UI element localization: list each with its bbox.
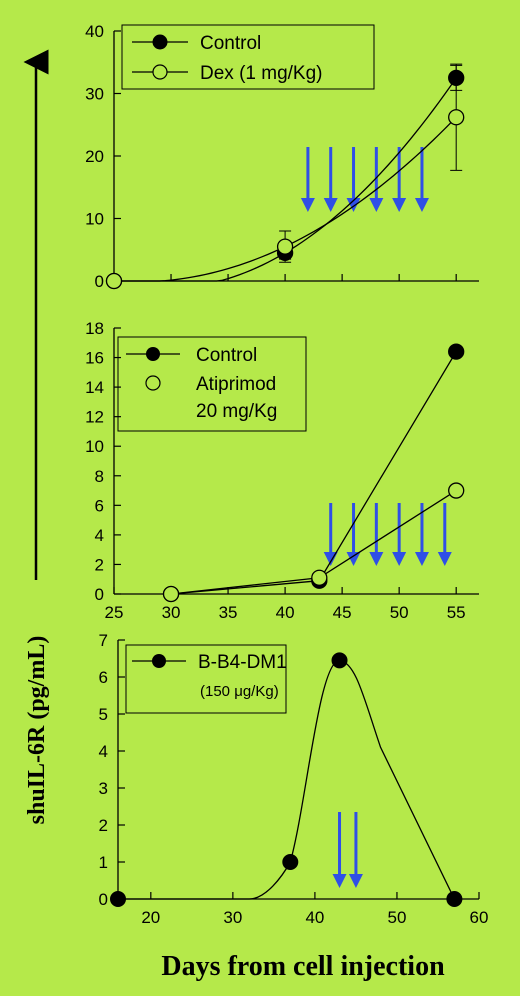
treatment-arrow-head — [369, 552, 384, 566]
panel3-legend-box — [125, 644, 287, 714]
treatment-arrow-head — [332, 874, 347, 888]
panel2-legend-label-atiprimod-line1: Atiprimod — [196, 374, 276, 395]
panel-dex: 0 10 20 30 40 Control Dex (1 mg/Kg) — [85, 22, 479, 291]
treatment-arrow-head — [300, 198, 315, 212]
panel1-arrows — [300, 147, 429, 212]
y-tick-label: 3 — [99, 779, 108, 798]
y-tick-label: 0 — [95, 585, 104, 604]
y-tick-label: 40 — [85, 22, 104, 41]
y-tick-label: 18 — [85, 319, 104, 338]
x-tick-label: 50 — [390, 603, 409, 622]
series-line-0 — [118, 659, 455, 900]
data-point — [276, 238, 294, 255]
treatment-arrow-head — [414, 552, 429, 566]
treatment-arrow-head — [392, 552, 407, 566]
panel1-legend: Control Dex (1 mg/Kg) — [121, 24, 375, 90]
y-axis-title: shuIL-6R (pg/mL) — [24, 636, 50, 825]
y-tick-label: 7 — [99, 631, 108, 650]
y-tick-label: 2 — [99, 816, 108, 835]
treatment-arrow-head — [348, 874, 363, 888]
data-point — [311, 569, 328, 586]
panel3-arrows — [332, 812, 363, 888]
x-tick-label: 50 — [387, 908, 406, 927]
data-point — [331, 652, 348, 669]
x-tick-label: 35 — [219, 603, 238, 622]
y-tick-label: 5 — [99, 705, 108, 724]
treatment-arrow-head — [392, 198, 407, 212]
data-point — [448, 69, 465, 87]
data-point — [105, 272, 123, 290]
x-tick-label: 25 — [105, 603, 124, 622]
panel1-legend-label-control: Control — [200, 33, 261, 54]
panel-atiprimod: 0 2 4 6 8 10 12 14 16 18 25 30 35 40 45 50 55 Control At… — [85, 319, 479, 622]
panel2-legend-label-control: Control — [196, 345, 257, 366]
panel3-legend: B-B4-DM1 (150 μg/Kg) — [125, 644, 287, 714]
panel2-legend-marker-control — [146, 347, 160, 361]
y-tick-label: 10 — [85, 437, 104, 456]
y-tick-label: 8 — [95, 467, 104, 486]
x-tick-label: 45 — [333, 603, 352, 622]
y-tick-label: 0 — [95, 272, 104, 291]
panel-bb4dm1: 0 1 2 3 4 5 6 7 20 30 40 50 60 B-B4-DM1 (150 μg/Kg) — [99, 631, 489, 927]
panel2-axes: 0 2 4 6 8 10 12 14 16 18 25 30 35 40 45 50 55 — [85, 319, 479, 622]
panel2-legend: Control Atiprimod 20 mg/Kg — [117, 336, 307, 432]
panel2-legend-box — [117, 336, 307, 432]
panel1-legend-marker-control — [152, 34, 168, 50]
panel2-legend-marker-atiprimod — [145, 375, 161, 391]
panel3-legend-label: B-B4-DM1 — [198, 652, 287, 673]
y-tick-label: 10 — [85, 210, 104, 229]
treatment-arrow-head — [346, 552, 361, 566]
x-tick-label: 30 — [223, 908, 242, 927]
y-tick-label: 14 — [85, 378, 104, 397]
data-point — [448, 109, 465, 126]
y-tick-label: 16 — [85, 349, 104, 368]
panel3-legend-marker — [152, 654, 166, 668]
y-tick-label: 4 — [95, 526, 104, 545]
x-tick-label: 60 — [470, 908, 489, 927]
y-tick-label: 6 — [95, 496, 104, 515]
treatment-arrow-head — [414, 198, 429, 212]
y-tick-label: 20 — [85, 147, 104, 166]
x-tick-label: 40 — [305, 908, 324, 927]
data-point — [446, 891, 463, 907]
y-tick-label: 6 — [99, 668, 108, 687]
x-tick-label: 40 — [276, 603, 295, 622]
treatment-arrow-head — [437, 552, 452, 566]
y-tick-label: 4 — [99, 742, 108, 761]
x-tick-label: 55 — [447, 603, 466, 622]
y-tick-label: 2 — [95, 555, 104, 574]
panel2-series — [162, 343, 465, 603]
y-tick-label: 30 — [85, 85, 104, 104]
treatment-arrow-head — [346, 198, 361, 212]
x-axis-title: Days from cell injection — [161, 951, 445, 982]
y-tick-label: 0 — [99, 890, 108, 909]
y-axis-title-group: shuIL-6R (pg/mL) — [23, 49, 50, 825]
x-tick-label: 30 — [162, 603, 181, 622]
data-point — [448, 482, 465, 499]
panel3-series — [110, 652, 463, 907]
panel1-series — [105, 63, 465, 290]
panel1-legend-label-dex: Dex (1 mg/Kg) — [200, 63, 322, 84]
x-tick-label: 20 — [141, 908, 160, 927]
treatment-arrow-head — [369, 198, 384, 212]
data-point — [282, 854, 299, 870]
panel1-legend-marker-dex — [152, 64, 168, 80]
panel3-axes: 0 1 2 3 4 5 6 7 20 30 40 50 60 — [99, 631, 489, 927]
data-point — [110, 891, 126, 907]
treatment-arrow-head — [323, 198, 338, 212]
y-tick-label: 1 — [99, 853, 108, 872]
data-point — [448, 343, 465, 360]
panel3-legend-dose: (150 μg/Kg) — [200, 683, 279, 700]
data-point — [162, 585, 180, 603]
y-tick-label: 12 — [85, 408, 104, 427]
panel2-legend-label-atiprimod-line2: 20 mg/Kg — [196, 401, 277, 422]
panel1-legend-box — [121, 24, 375, 90]
